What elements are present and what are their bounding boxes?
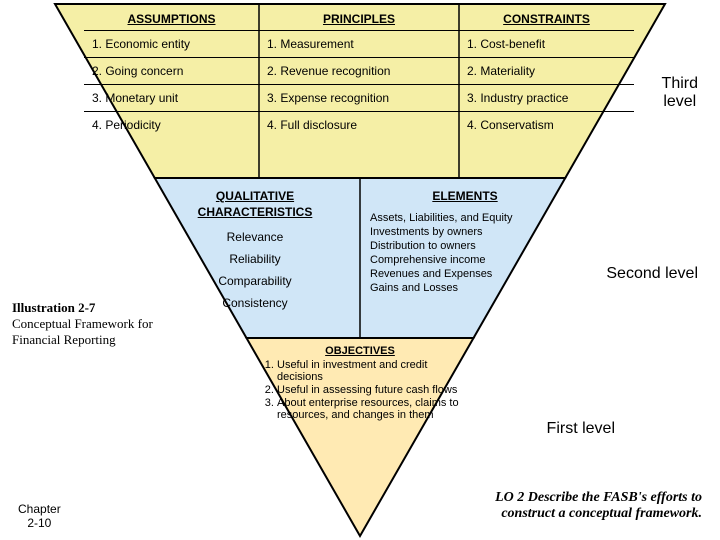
- illustration-subtitle: Conceptual Framework for Financial Repor…: [12, 316, 162, 348]
- constraints-r4: 4. Conservatism: [459, 111, 634, 138]
- assumptions-r1: 1. Economic entity: [84, 30, 259, 57]
- constraints-r3: 3. Industry practice: [459, 84, 634, 111]
- assumptions-header: ASSUMPTIONS: [84, 8, 259, 30]
- assumptions-r4: 4. Periodicity: [84, 111, 259, 138]
- constraints-header: CONSTRAINTS: [459, 8, 634, 30]
- principles-r2: 2. Revenue recognition: [259, 57, 459, 84]
- level3-grid: ASSUMPTIONS PRINCIPLES CONSTRAINTS 1. Ec…: [84, 8, 634, 138]
- principles-r4: 4. Full disclosure: [259, 111, 459, 138]
- chapter-label: Chapter2-10: [18, 502, 61, 530]
- elem-item-2: Investments by owners: [370, 225, 560, 239]
- qualitative-col: QUALITATIVE CHARACTERISTICS Relevance Re…: [150, 185, 360, 318]
- qual-item-2: Reliability: [160, 248, 350, 270]
- elem-item-6: Gains and Losses: [370, 281, 560, 295]
- illustration-caption: Illustration 2-7 Conceptual Framework fo…: [12, 300, 162, 348]
- elements-header: ELEMENTS: [370, 189, 560, 205]
- constraints-r2: 2. Materiality: [459, 57, 634, 84]
- objective-3: About enterprise resources, claims to re…: [277, 397, 465, 421]
- second-level-label: Second level: [606, 265, 698, 283]
- assumptions-r3: 3. Monetary unit: [84, 84, 259, 111]
- first-level-label: First level: [547, 420, 615, 438]
- assumptions-r2: 2. Going concern: [84, 57, 259, 84]
- learning-objective: LO 2 Describe the FASB's efforts to cons…: [467, 490, 702, 522]
- qual-item-4: Consistency: [160, 292, 350, 314]
- elem-item-5: Revenues and Expenses: [370, 267, 560, 281]
- level2-content: QUALITATIVE CHARACTERISTICS Relevance Re…: [150, 185, 570, 318]
- principles-header: PRINCIPLES: [259, 8, 459, 30]
- qual-item-3: Comparability: [160, 270, 350, 292]
- objective-1: Useful in investment and credit decision…: [277, 359, 465, 383]
- constraints-r1: 1. Cost-benefit: [459, 30, 634, 57]
- elem-item-1: Assets, Liabilities, and Equity: [370, 211, 560, 225]
- third-level-label: Thirdlevel: [662, 75, 698, 111]
- elem-item-4: Comprehensive income: [370, 253, 560, 267]
- level1-content: OBJECTIVES Useful in investment and cred…: [255, 345, 465, 422]
- objective-2: Useful in assessing future cash flows: [277, 384, 465, 396]
- qualitative-header: QUALITATIVE CHARACTERISTICS: [160, 189, 350, 220]
- objectives-list: Useful in investment and credit decision…: [255, 359, 465, 421]
- qual-item-1: Relevance: [160, 226, 350, 248]
- illustration-title: Illustration 2-7: [12, 300, 162, 316]
- objectives-header: OBJECTIVES: [255, 345, 465, 357]
- elem-item-3: Distribution to owners: [370, 239, 560, 253]
- elements-col: ELEMENTS Assets, Liabilities, and Equity…: [360, 185, 570, 318]
- principles-r3: 3. Expense recognition: [259, 84, 459, 111]
- principles-r1: 1. Measurement: [259, 30, 459, 57]
